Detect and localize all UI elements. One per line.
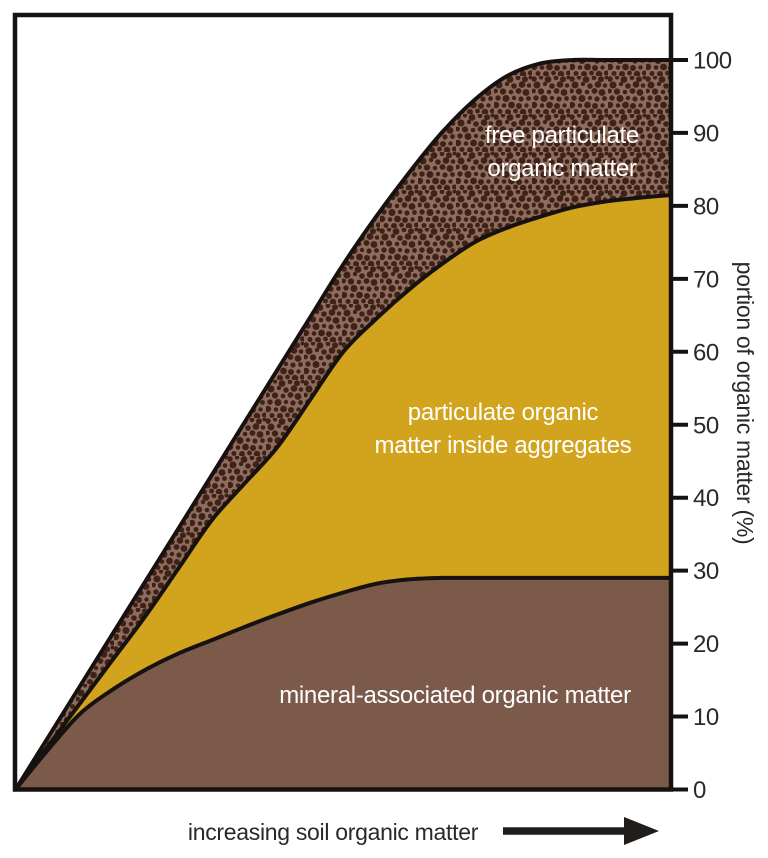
area-layers <box>15 59 671 790</box>
y-tick-label: 100 <box>693 48 732 75</box>
label-aggregate-pom-line1: particulate organic <box>408 399 599 426</box>
label-maom: mineral-associated organic matter <box>279 682 631 709</box>
x-axis-direction-arrow <box>503 817 659 845</box>
y-tick-label: 20 <box>693 631 719 658</box>
y-tick-label: 40 <box>693 485 719 512</box>
y-tick-label: 80 <box>693 193 719 220</box>
y-tick-label: 90 <box>693 120 719 147</box>
x-axis-title: increasing soil organic matter <box>188 819 479 845</box>
boundary-total-top <box>13 57 673 792</box>
y-tick-label: 10 <box>693 704 719 731</box>
arrow-head-icon <box>624 817 659 845</box>
area-aggregate-pom <box>15 195 671 790</box>
y-tick-label: 50 <box>693 412 719 439</box>
y-tick-label: 70 <box>693 266 719 293</box>
label-free-pom-line1: free particulate <box>485 122 639 149</box>
boundary-mineral-top <box>13 575 673 792</box>
label-aggregate-pom-line2: matter inside aggregates <box>375 432 632 459</box>
y-tick-label: 60 <box>693 339 719 366</box>
y-axis-title: portion of organic matter (%) <box>732 262 758 545</box>
boundary-lines <box>13 57 673 792</box>
area-mineral-associated-om <box>15 577 671 790</box>
boundary-aggregate-top <box>13 193 673 792</box>
y-tick-label: 0 <box>693 777 706 804</box>
y-axis-ticks: 0 10 20 30 40 50 60 70 80 90 100 <box>671 48 732 804</box>
plot-frame <box>12 12 674 792</box>
y-tick-label: 30 <box>693 558 719 585</box>
area-free-pom <box>15 59 671 790</box>
label-free-pom-line2: organic matter <box>487 155 637 182</box>
